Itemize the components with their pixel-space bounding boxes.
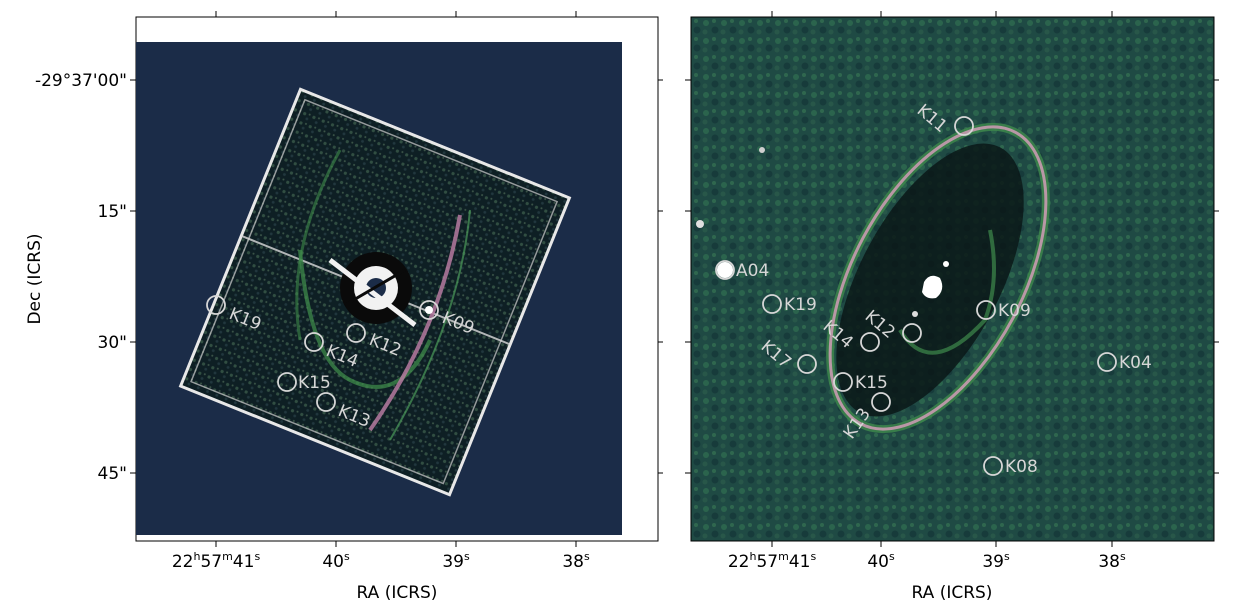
right-bright-ring [828, 125, 1048, 431]
y-tick-label-1: 15" [98, 202, 127, 222]
marker-circle-k09 [976, 300, 996, 320]
left-axis-ticks [130, 11, 663, 547]
marker-circle-k14 [304, 332, 324, 352]
y-tick-label-0: -29°37'00" [35, 71, 127, 91]
x-tick-label-3: 38s [1098, 550, 1126, 572]
marker-circle-k08 [983, 456, 1003, 476]
right-center-blob [912, 261, 949, 317]
left-coronagraph-center [328, 252, 417, 327]
marker-circle-k09 [419, 300, 439, 320]
x-tick-label-2: 39s [982, 550, 1010, 572]
x-tick-label-0: 22h57m41s [172, 550, 261, 572]
marker-circle-k15 [833, 372, 853, 392]
x-tick-label-1: 40s [867, 550, 895, 572]
marker-label-k04: K04 [1119, 353, 1152, 373]
marker-label-a04: A04 [736, 261, 769, 281]
right-star-a04 [717, 262, 733, 278]
right-inner-arc [898, 229, 996, 355]
marker-circle-k04 [1097, 352, 1117, 372]
right-x-axis-label: RA (ICRS) [912, 583, 993, 603]
left-ring-edge [389, 209, 471, 441]
marker-label-k15: K15 [855, 373, 888, 393]
marker-circle-k13 [871, 392, 891, 412]
marker-circle-k15 [277, 372, 297, 392]
left-outer-arc-1 [295, 149, 342, 341]
right-markers [715, 116, 1117, 476]
x-tick-label-0: 22h57m41s [728, 550, 817, 572]
marker-label-k19: K19 [784, 295, 817, 315]
marker-circle-k11 [954, 116, 974, 136]
marker-label-k15: K15 [298, 373, 331, 393]
marker-circle-k17 [797, 354, 817, 374]
marker-circle-k12 [902, 323, 922, 343]
left-y-tick-labels: -29°37'00" 15" 30" 45" [35, 71, 127, 484]
marker-circle-k12 [346, 323, 366, 343]
right-star-left [696, 220, 704, 228]
marker-circle-k13 [316, 392, 336, 412]
right-x-tick-labels: 22h57m41s 40s 39s 38s [728, 550, 1126, 572]
y-tick-label-2: 30" [98, 333, 127, 353]
right-star-top [759, 147, 765, 153]
left-x-axis-label: RA (ICRS) [357, 583, 438, 603]
marker-label-k08: K08 [1005, 457, 1038, 477]
left-y-axis-label: Dec (ICRS) [25, 233, 45, 324]
left-bright-ring-arc [368, 214, 462, 432]
right-axes-frame [690, 16, 1215, 542]
marker-circle-k14 [860, 332, 880, 352]
right-panel: K11 A04 K19 K09 K12 K14 K17 K04 K15 K13 … [685, 11, 1219, 603]
left-markers [206, 295, 439, 412]
marker-circle-a04 [715, 260, 735, 280]
left-inner-disk-arc [298, 249, 432, 389]
x-tick-label-3: 38s [562, 550, 590, 572]
y-tick-label-3: 45" [98, 464, 127, 484]
left-panel: K19 K14 K12 K09 K15 K13 -29°37'00" 15" 3… [25, 11, 663, 603]
x-tick-label-1: 40s [322, 550, 350, 572]
left-x-tick-labels: 22h57m41s 40s 39s 38s [172, 550, 590, 572]
marker-label-k09: K09 [998, 301, 1031, 321]
right-axis-ticks [685, 11, 1219, 547]
x-tick-label-2: 39s [442, 550, 470, 572]
marker-circle-k19 [762, 294, 782, 314]
marker-circle-k19 [206, 295, 226, 315]
